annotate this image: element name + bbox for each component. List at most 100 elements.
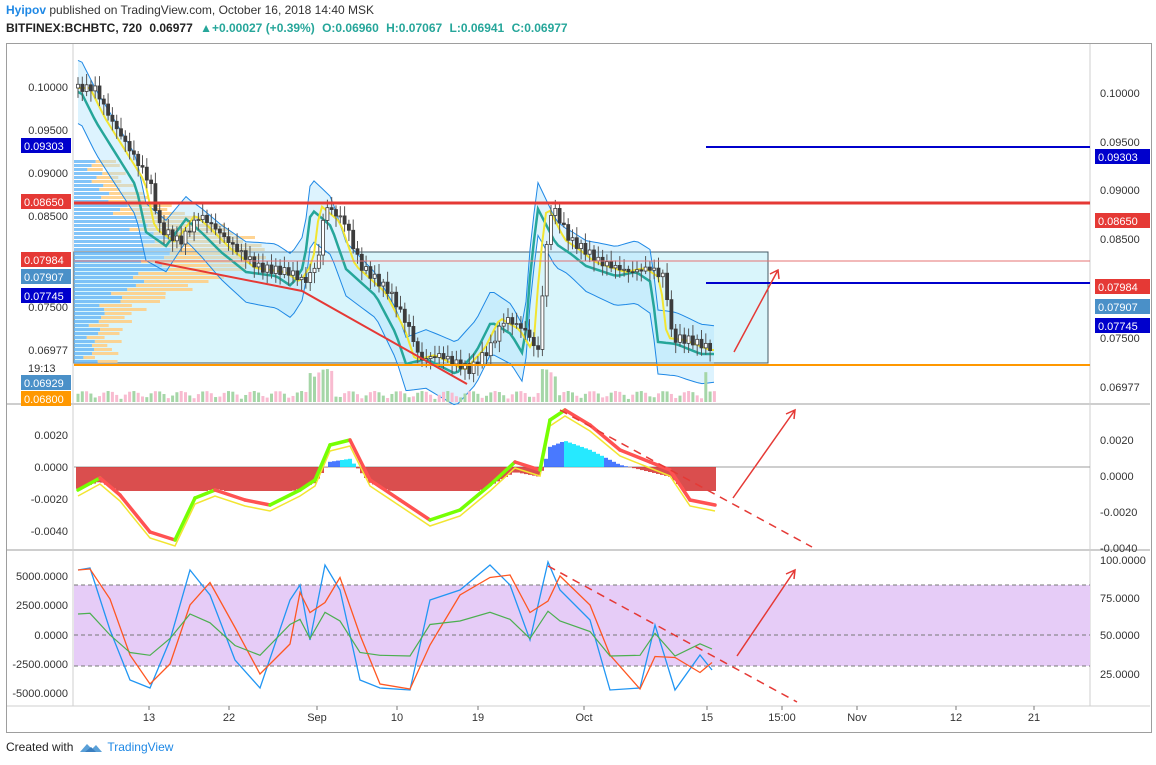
macd-dashed-trend[interactable]	[559, 409, 813, 548]
candle[interactable]	[368, 266, 373, 279]
candle[interactable]	[635, 269, 639, 273]
candle[interactable]	[630, 271, 635, 274]
candle[interactable]	[140, 165, 145, 168]
candle[interactable]	[381, 281, 386, 287]
candle[interactable]	[639, 269, 644, 272]
candle[interactable]	[321, 219, 326, 256]
candle[interactable]	[325, 207, 330, 221]
candle[interactable]	[299, 276, 304, 281]
candle[interactable]	[587, 249, 592, 255]
candle[interactable]	[196, 219, 201, 221]
candle[interactable]	[119, 128, 123, 137]
candle[interactable]	[157, 210, 162, 224]
candle[interactable]	[256, 262, 261, 268]
candle[interactable]	[544, 244, 549, 297]
candle[interactable]	[377, 273, 381, 287]
candle[interactable]	[708, 342, 712, 352]
candle[interactable]	[273, 265, 278, 274]
candle[interactable]	[200, 214, 205, 220]
candle[interactable]	[291, 270, 295, 276]
candle[interactable]	[359, 253, 364, 271]
candle[interactable]	[527, 329, 532, 338]
candle[interactable]	[398, 306, 403, 310]
candle[interactable]	[110, 114, 115, 122]
candle[interactable]	[617, 265, 622, 271]
candle[interactable]	[454, 359, 459, 365]
candle[interactable]	[217, 228, 222, 234]
tradingview-link[interactable]: TradingView	[79, 740, 173, 754]
candle[interactable]	[678, 334, 682, 343]
candle[interactable]	[407, 322, 412, 327]
candle[interactable]	[89, 84, 93, 92]
candle[interactable]	[101, 98, 106, 105]
candle[interactable]	[342, 215, 347, 225]
candle[interactable]	[278, 265, 283, 275]
candle[interactable]	[162, 222, 166, 236]
candle[interactable]	[334, 209, 338, 217]
candle[interactable]	[127, 141, 132, 152]
candle[interactable]	[562, 222, 566, 225]
candle[interactable]	[673, 328, 678, 343]
candle[interactable]	[351, 229, 356, 250]
candle[interactable]	[643, 266, 648, 272]
candle[interactable]	[187, 230, 192, 233]
candle[interactable]	[265, 264, 270, 273]
candle[interactable]	[600, 256, 605, 267]
candle[interactable]	[372, 273, 377, 279]
candle[interactable]	[123, 135, 128, 142]
candle[interactable]	[260, 262, 265, 273]
candle[interactable]	[510, 317, 515, 325]
candle[interactable]	[316, 254, 321, 269]
candle[interactable]	[93, 85, 98, 92]
candle[interactable]	[226, 236, 231, 243]
candle[interactable]	[235, 243, 240, 253]
candle[interactable]	[312, 267, 317, 273]
stoch-dashed-trend[interactable]	[547, 565, 798, 703]
candle[interactable]	[230, 242, 235, 245]
candle[interactable]	[248, 256, 252, 260]
candle[interactable]	[553, 208, 558, 216]
candle[interactable]	[531, 336, 536, 347]
stoch-arrow[interactable]	[736, 569, 796, 657]
candle[interactable]	[432, 356, 437, 359]
candle[interactable]	[76, 83, 80, 89]
candle[interactable]	[308, 272, 313, 283]
candle[interactable]	[131, 150, 136, 155]
candle[interactable]	[557, 208, 562, 224]
candle[interactable]	[80, 83, 85, 92]
candle[interactable]	[609, 261, 614, 269]
candle[interactable]	[239, 250, 244, 253]
candle[interactable]	[450, 355, 455, 365]
candle[interactable]	[252, 256, 257, 268]
candle[interactable]	[648, 266, 652, 271]
candle[interactable]	[471, 361, 476, 374]
candle[interactable]	[682, 334, 687, 344]
candle[interactable]	[596, 256, 601, 262]
candle[interactable]	[488, 342, 493, 357]
candle[interactable]	[364, 266, 369, 271]
candle[interactable]	[338, 215, 343, 218]
candle[interactable]	[205, 214, 209, 223]
candle[interactable]	[437, 353, 442, 358]
candle[interactable]	[566, 224, 571, 241]
candle[interactable]	[497, 325, 502, 342]
symbol-label[interactable]: BITFINEX:BCHBTC, 720	[6, 21, 143, 35]
candle[interactable]	[695, 338, 700, 346]
candle[interactable]	[428, 356, 433, 359]
candle[interactable]	[493, 340, 498, 344]
candle[interactable]	[574, 237, 579, 249]
candle[interactable]	[97, 85, 102, 100]
candle[interactable]	[166, 229, 171, 236]
candle[interactable]	[669, 299, 674, 330]
candle[interactable]	[389, 291, 394, 294]
candle[interactable]	[536, 345, 540, 350]
candle[interactable]	[174, 235, 179, 242]
candle[interactable]	[144, 166, 149, 181]
candle[interactable]	[523, 327, 528, 331]
candle[interactable]	[514, 323, 519, 326]
candle[interactable]	[592, 249, 596, 262]
candle[interactable]	[114, 120, 119, 130]
candle[interactable]	[686, 335, 691, 344]
candle[interactable]	[626, 268, 631, 273]
